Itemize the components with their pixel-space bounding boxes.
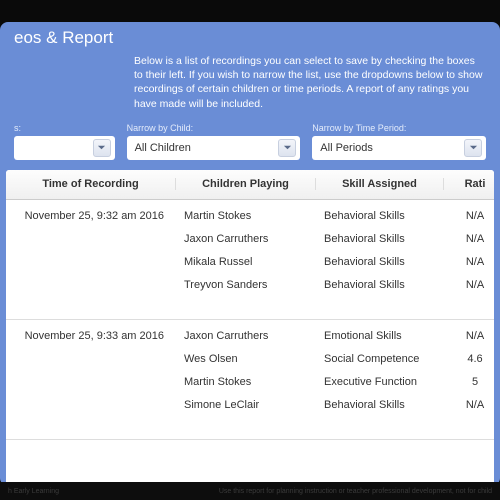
chevron-down-icon: [464, 139, 482, 157]
skill-name: Behavioral Skills: [324, 233, 436, 245]
table-header-row: Time of Recording Children Playing Skill…: [6, 170, 494, 200]
rating-value: N/A: [452, 256, 494, 268]
filter-spare-select[interactable]: [14, 136, 115, 160]
child-name: Wes Olsen: [184, 353, 308, 365]
cell-time: November 25, 9:32 am 2016: [6, 200, 176, 319]
col-children-header[interactable]: Children Playing: [176, 178, 316, 190]
skill-name: Behavioral Skills: [324, 256, 436, 268]
modal-instructions: Below is a list of recordings you can se…: [134, 54, 486, 111]
rating-value: 4.6: [452, 353, 494, 365]
filter-child: Narrow by Child: All Children: [127, 123, 301, 160]
skill-name: Behavioral Skills: [324, 399, 436, 411]
table-body: November 25, 9:32 am 2016Martin StokesJa…: [6, 200, 494, 486]
save-button[interactable]: [460, 446, 490, 464]
child-name: Martin Stokes: [184, 376, 308, 388]
child-name: Simone LeClair: [184, 399, 308, 411]
filter-bar: s: Narrow by Child: All Children Narrow …: [0, 123, 500, 170]
rating-value: 5: [452, 376, 494, 388]
skill-name: Behavioral Skills: [324, 210, 436, 222]
rating-value: N/A: [452, 233, 494, 245]
filter-period-select[interactable]: All Periods: [312, 136, 486, 160]
cell-skill: Behavioral Skills Behavioral Skills Behavi…: [316, 200, 444, 319]
rating-value: N/A: [452, 330, 494, 342]
cell-time: November 25, 9:33 am 2016: [6, 320, 176, 439]
skill-name: Executive Function: [324, 376, 436, 388]
modal-header: eos & Report Below is a list of recordin…: [0, 22, 500, 123]
cell-children: Martin Stokes Jaxon Carruthers Mikala Russ…: [176, 200, 316, 319]
filter-period-label: Narrow by Time Period:: [312, 123, 486, 133]
filter-spare: s:: [14, 123, 115, 160]
col-rating-header[interactable]: Rati: [444, 178, 494, 190]
skill-name: Social Competence: [324, 353, 436, 365]
table-row[interactable]: November 25, 9:32 am 2016 Martin Stokes Ja…: [6, 200, 494, 320]
col-time-header[interactable]: Time of Recording: [6, 178, 176, 190]
cell-rating: N/A N/A N/A N/A: [444, 200, 494, 319]
rating-value: N/A: [452, 210, 494, 222]
save-videos-report-modal: eos & Report Below is a list of recordin…: [0, 22, 500, 486]
skill-name: Emotional Skills: [324, 330, 436, 342]
child-name: Treyvon Sanders: [184, 279, 308, 291]
filter-period: Narrow by Time Period: All Periods: [312, 123, 486, 160]
filter-child-value: All Children: [135, 142, 191, 154]
rating-value: N/A: [452, 279, 494, 291]
child-name: Martin Stokes: [184, 210, 308, 222]
filter-spare-label: s:: [14, 123, 115, 133]
rating-value: N/A: [452, 399, 494, 411]
child-name: Mikala Russel: [184, 256, 308, 268]
filter-child-label: Narrow by Child:: [127, 123, 301, 133]
skill-name: Behavioral Skills: [324, 279, 436, 291]
filter-child-select[interactable]: All Children: [127, 136, 301, 160]
col-skill-header[interactable]: Skill Assigned: [316, 178, 444, 190]
recordings-table: Time of Recording Children Playing Skill…: [6, 170, 494, 486]
page-footer: h Early Learning Use this report for pla…: [0, 482, 500, 500]
table-row[interactable]: November 25, 9:33 am 2016Jaxon Carruther…: [6, 320, 494, 440]
cell-skill: Emotional Skills Social Competence Executi…: [316, 320, 444, 439]
child-name: Jaxon Carruthers: [184, 233, 308, 245]
filter-period-value: All Periods: [320, 142, 373, 154]
chevron-down-icon: [278, 139, 296, 157]
chevron-down-icon: [93, 139, 111, 157]
child-name: Jaxon Carruthers: [184, 330, 308, 342]
cell-children: Jaxon Carruthers Wes Olsen Martin Stokes Si…: [176, 320, 316, 439]
footer-left: h Early Learning: [8, 488, 59, 495]
footer-right: Use this report for planning instruction…: [219, 488, 492, 495]
cell-rating: N/A 4.6 5 N/A: [444, 320, 494, 439]
modal-title: eos & Report: [14, 28, 486, 48]
